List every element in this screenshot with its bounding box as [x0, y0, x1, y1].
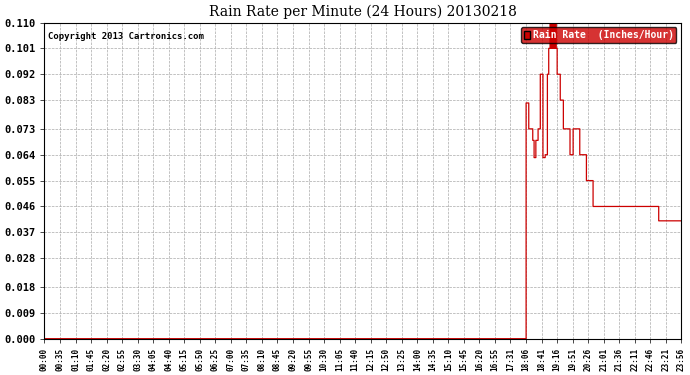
Title: Rain Rate per Minute (24 Hours) 20130218: Rain Rate per Minute (24 Hours) 20130218	[209, 4, 517, 18]
Legend: Rain Rate  (Inches/Hour): Rain Rate (Inches/Hour)	[521, 27, 676, 43]
Text: Copyright 2013 Cartronics.com: Copyright 2013 Cartronics.com	[48, 32, 204, 41]
